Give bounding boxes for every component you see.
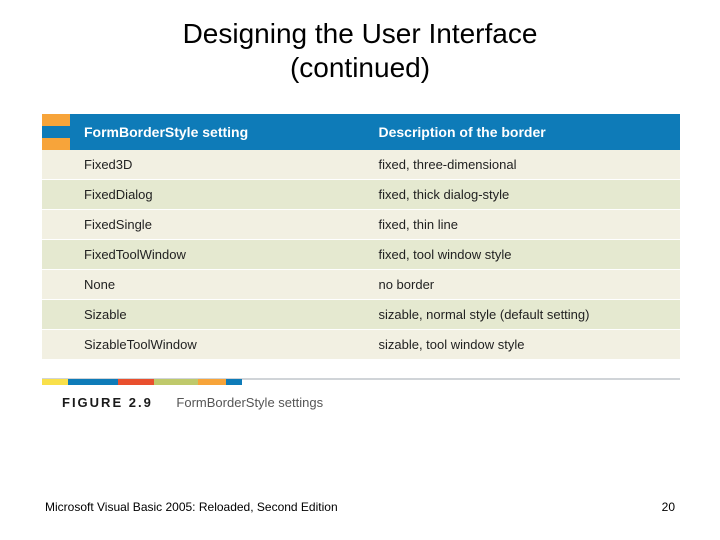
slide: Designing the User Interface (continued)… (0, 0, 720, 540)
table-row: SizableToolWindow sizable, tool window s… (42, 330, 680, 360)
cell-description: no border (364, 270, 680, 300)
strip-segment (42, 379, 68, 385)
slide-title-line2: (continued) (0, 52, 720, 84)
footer-page-number: 20 (662, 500, 675, 514)
cell-description: fixed, three-dimensional (364, 150, 680, 180)
figure-separator: FIGURE 2.9 FormBorderStyle settings (42, 378, 680, 410)
cell-setting: Fixed3D (70, 150, 364, 180)
table-row: FixedToolWindow fixed, tool window style (42, 240, 680, 270)
border-style-table: FormBorderStyle setting Description of t… (42, 114, 680, 360)
table-row: Sizable sizable, normal style (default s… (42, 300, 680, 330)
table-row: Fixed3D fixed, three-dimensional (42, 150, 680, 180)
cell-description: fixed, thin line (364, 210, 680, 240)
strip-segment (226, 379, 242, 385)
strip-segment (68, 379, 118, 385)
slide-title-line1: Designing the User Interface (0, 18, 720, 50)
header-decor-stripe (42, 114, 70, 150)
cell-setting: Sizable (70, 300, 364, 330)
figure-caption: FormBorderStyle settings (176, 395, 323, 410)
strip-segment (118, 379, 154, 385)
cell-description: sizable, tool window style (364, 330, 680, 360)
cell-setting: FixedToolWindow (70, 240, 364, 270)
figure-number: FIGURE 2.9 (62, 395, 153, 410)
row-decor (42, 270, 70, 300)
slide-footer: Microsoft Visual Basic 2005: Reloaded, S… (45, 500, 675, 514)
table-header-row: FormBorderStyle setting Description of t… (42, 114, 680, 150)
footer-source: Microsoft Visual Basic 2005: Reloaded, S… (45, 500, 338, 514)
row-decor (42, 330, 70, 360)
row-decor (42, 210, 70, 240)
cell-setting: FixedDialog (70, 180, 364, 210)
table-row: FixedSingle fixed, thin line (42, 210, 680, 240)
cell-setting: FixedSingle (70, 210, 364, 240)
cell-description: fixed, thick dialog-style (364, 180, 680, 210)
table-row: None no border (42, 270, 680, 300)
strip-segment (198, 379, 226, 385)
cell-description: fixed, tool window style (364, 240, 680, 270)
cell-setting: None (70, 270, 364, 300)
row-decor (42, 300, 70, 330)
figure-label: FIGURE 2.9 FormBorderStyle settings (62, 395, 680, 410)
cell-description: sizable, normal style (default setting) (364, 300, 680, 330)
table-row: FixedDialog fixed, thick dialog-style (42, 180, 680, 210)
header-col-description: Description of the border (364, 114, 680, 150)
figure-color-strip (42, 379, 242, 385)
row-decor (42, 150, 70, 180)
row-decor (42, 180, 70, 210)
header-col-setting: FormBorderStyle setting (70, 114, 364, 150)
table-container: FormBorderStyle setting Description of t… (42, 114, 680, 360)
row-decor (42, 240, 70, 270)
cell-setting: SizableToolWindow (70, 330, 364, 360)
strip-segment (154, 379, 198, 385)
